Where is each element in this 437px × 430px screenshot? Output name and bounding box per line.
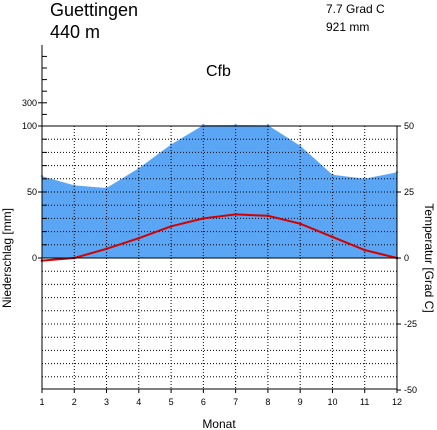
temperature-point — [105, 247, 108, 251]
temperature-point — [234, 213, 237, 216]
temperature-line-layer — [40, 213, 399, 262]
x-tick-label: 8 — [265, 397, 270, 407]
station-name: Guettingen — [50, 0, 138, 20]
left-tick-label: 100 — [22, 121, 37, 131]
x-tick-label: 7 — [233, 397, 238, 407]
temperature-point — [169, 225, 173, 228]
precipitation-area-layer — [40, 123, 399, 258]
x-tick-label: 5 — [169, 397, 174, 407]
x-tick-label: 10 — [327, 397, 337, 407]
left-tick-label: 300 — [22, 98, 37, 108]
right-tick-label: -50 — [404, 385, 417, 395]
right-axis-title: Temperatur [Grad C] — [422, 203, 436, 312]
right-tick-label: -25 — [404, 319, 417, 329]
x-tick-label: 2 — [72, 397, 77, 407]
x-axis-title: Monat — [202, 417, 236, 430]
mean-temperature: 7.7 Grad C — [326, 2, 385, 16]
climate-class: Cfb — [206, 63, 231, 80]
temperature-point — [331, 235, 334, 239]
left-tick-label: 0 — [32, 253, 37, 263]
temperature-point — [202, 217, 205, 220]
precipitation-point — [73, 184, 76, 187]
x-tick-label: 3 — [104, 397, 109, 407]
temperature-point — [298, 222, 302, 225]
left-tick-label: 50 — [27, 187, 37, 197]
temperature-point — [137, 236, 141, 240]
x-tick-label: 9 — [298, 397, 303, 407]
right-tick-label: 25 — [404, 187, 414, 197]
x-tick-label: 4 — [136, 397, 141, 407]
precipitation-point — [299, 144, 302, 147]
x-tick-label: 1 — [39, 397, 44, 407]
temperature-point — [266, 214, 270, 218]
precipitation-point — [105, 186, 108, 190]
x-tick-label: 12 — [392, 397, 402, 407]
annual-precipitation: 921 mm — [326, 20, 369, 34]
temperature-point — [363, 248, 367, 252]
precipitation-point — [363, 177, 366, 180]
grid-layer — [42, 126, 397, 389]
right-tick-label: 0 — [404, 253, 409, 263]
x-tick-label: 6 — [201, 397, 206, 407]
left-axis-title: Niederschlag [mm] — [0, 208, 14, 308]
temperature-line — [41, 213, 398, 262]
x-tick-label: 11 — [360, 397, 369, 407]
right-tick-label: 50 — [404, 121, 414, 131]
station-elevation: 440 m — [50, 22, 100, 42]
